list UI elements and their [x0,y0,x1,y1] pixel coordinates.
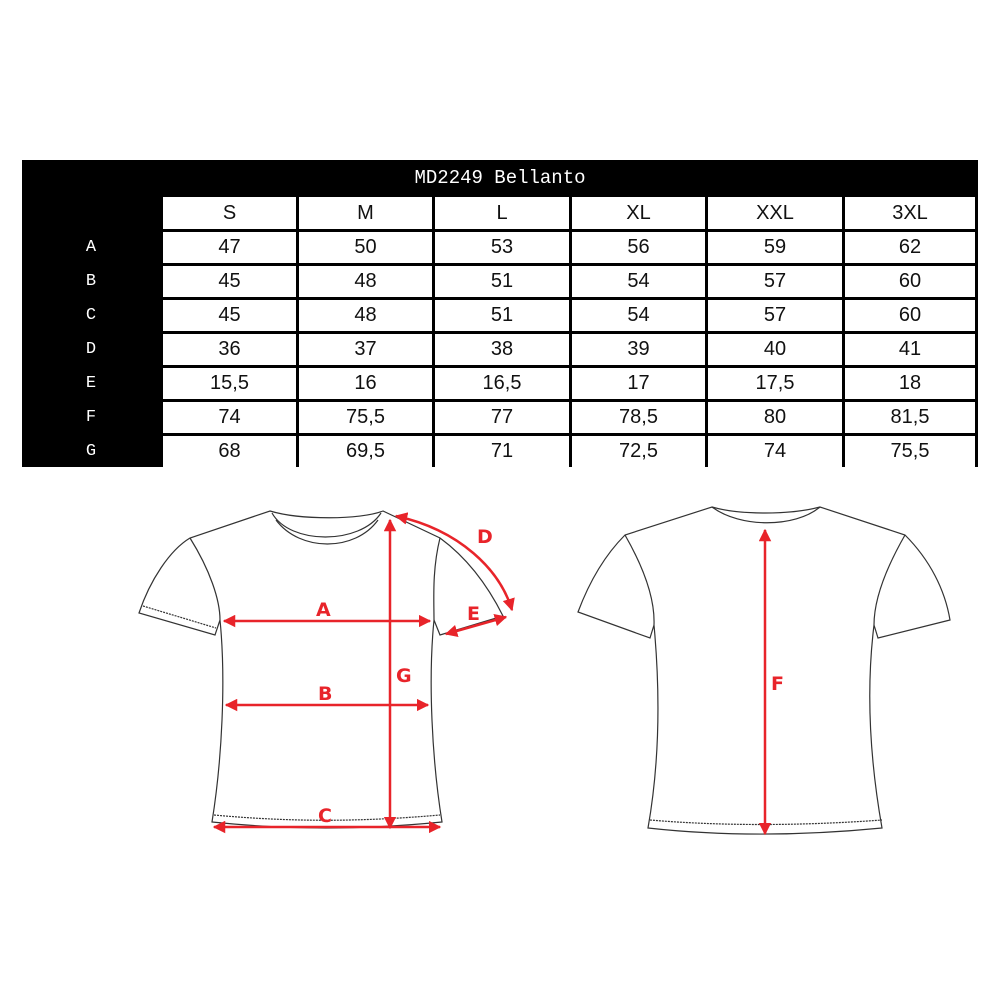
table-cell: 75,5 [845,436,975,467]
table-cell: 45 [163,266,296,297]
table-cell: 47 [163,232,296,263]
size-header-xl: XL [572,197,705,229]
table-cell: 77 [435,402,569,433]
table-title: MD2249 Bellanto [414,167,586,189]
label-f: F [771,673,784,695]
label-d: D [477,526,493,548]
row-label: A [85,238,97,257]
table-cell: 71 [435,436,569,467]
table-cell: 39 [572,334,705,365]
table-cell: 38 [435,334,569,365]
label-b: B [318,683,332,705]
label-e: E [467,603,480,625]
front-tshirt-outline [138,510,504,829]
table-cell: 51 [435,300,569,331]
table-cell: 60 [845,266,975,297]
table-cell: 50 [299,232,432,263]
row-label: C [85,306,97,325]
row-label: B [85,272,97,291]
table-cell: 80 [708,402,842,433]
arrow-d [394,512,515,612]
table-cell: 53 [435,232,569,263]
table-cell: 57 [708,266,842,297]
arrow-e [444,614,508,637]
label-a: A [316,599,331,621]
measurement-arrows [212,512,772,836]
table-cell: 16,5 [435,368,569,399]
table-cell: 68 [163,436,296,467]
row-label: F [85,408,97,427]
table-cell: 59 [708,232,842,263]
table-cell: 17,5 [708,368,842,399]
table-cell: 41 [845,334,975,365]
label-g: G [396,665,412,687]
size-header-3xl: 3XL [845,197,975,229]
size-chart-table: MD2249 Bellanto S M L XL XXL 3XL A 47 50 53 56 59 62… [22,160,978,467]
table-cell: 18 [845,368,975,399]
table-cell: 74 [708,436,842,467]
table-cell: 75,5 [299,402,432,433]
table-cell: 72,5 [572,436,705,467]
table-cell: 16 [299,368,432,399]
table-cell: 62 [845,232,975,263]
table-cell: 45 [163,300,296,331]
table-cell: 74 [163,402,296,433]
table-cell: 56 [572,232,705,263]
table-cell: 36 [163,334,296,365]
table-cell: 78,5 [572,402,705,433]
size-header-xxl: XXL [708,197,842,229]
table-cell: 69,5 [299,436,432,467]
label-c: C [318,805,332,827]
table-cell: 54 [572,300,705,331]
table-cell: 60 [845,300,975,331]
table-cell: 40 [708,334,842,365]
table-cell: 57 [708,300,842,331]
row-label: E [85,374,97,393]
table-cell: 37 [299,334,432,365]
row-label: D [85,340,97,359]
row-label: G [85,442,97,461]
size-header-l: L [435,197,569,229]
size-header-m: M [299,197,432,229]
table-cell: 81,5 [845,402,975,433]
size-header-s: S [163,197,296,229]
table-cell: 51 [435,266,569,297]
table-cell: 17 [572,368,705,399]
table-cell: 48 [299,300,432,331]
table-cell: 48 [299,266,432,297]
table-cell: 15,5 [163,368,296,399]
table-cell: 54 [572,266,705,297]
